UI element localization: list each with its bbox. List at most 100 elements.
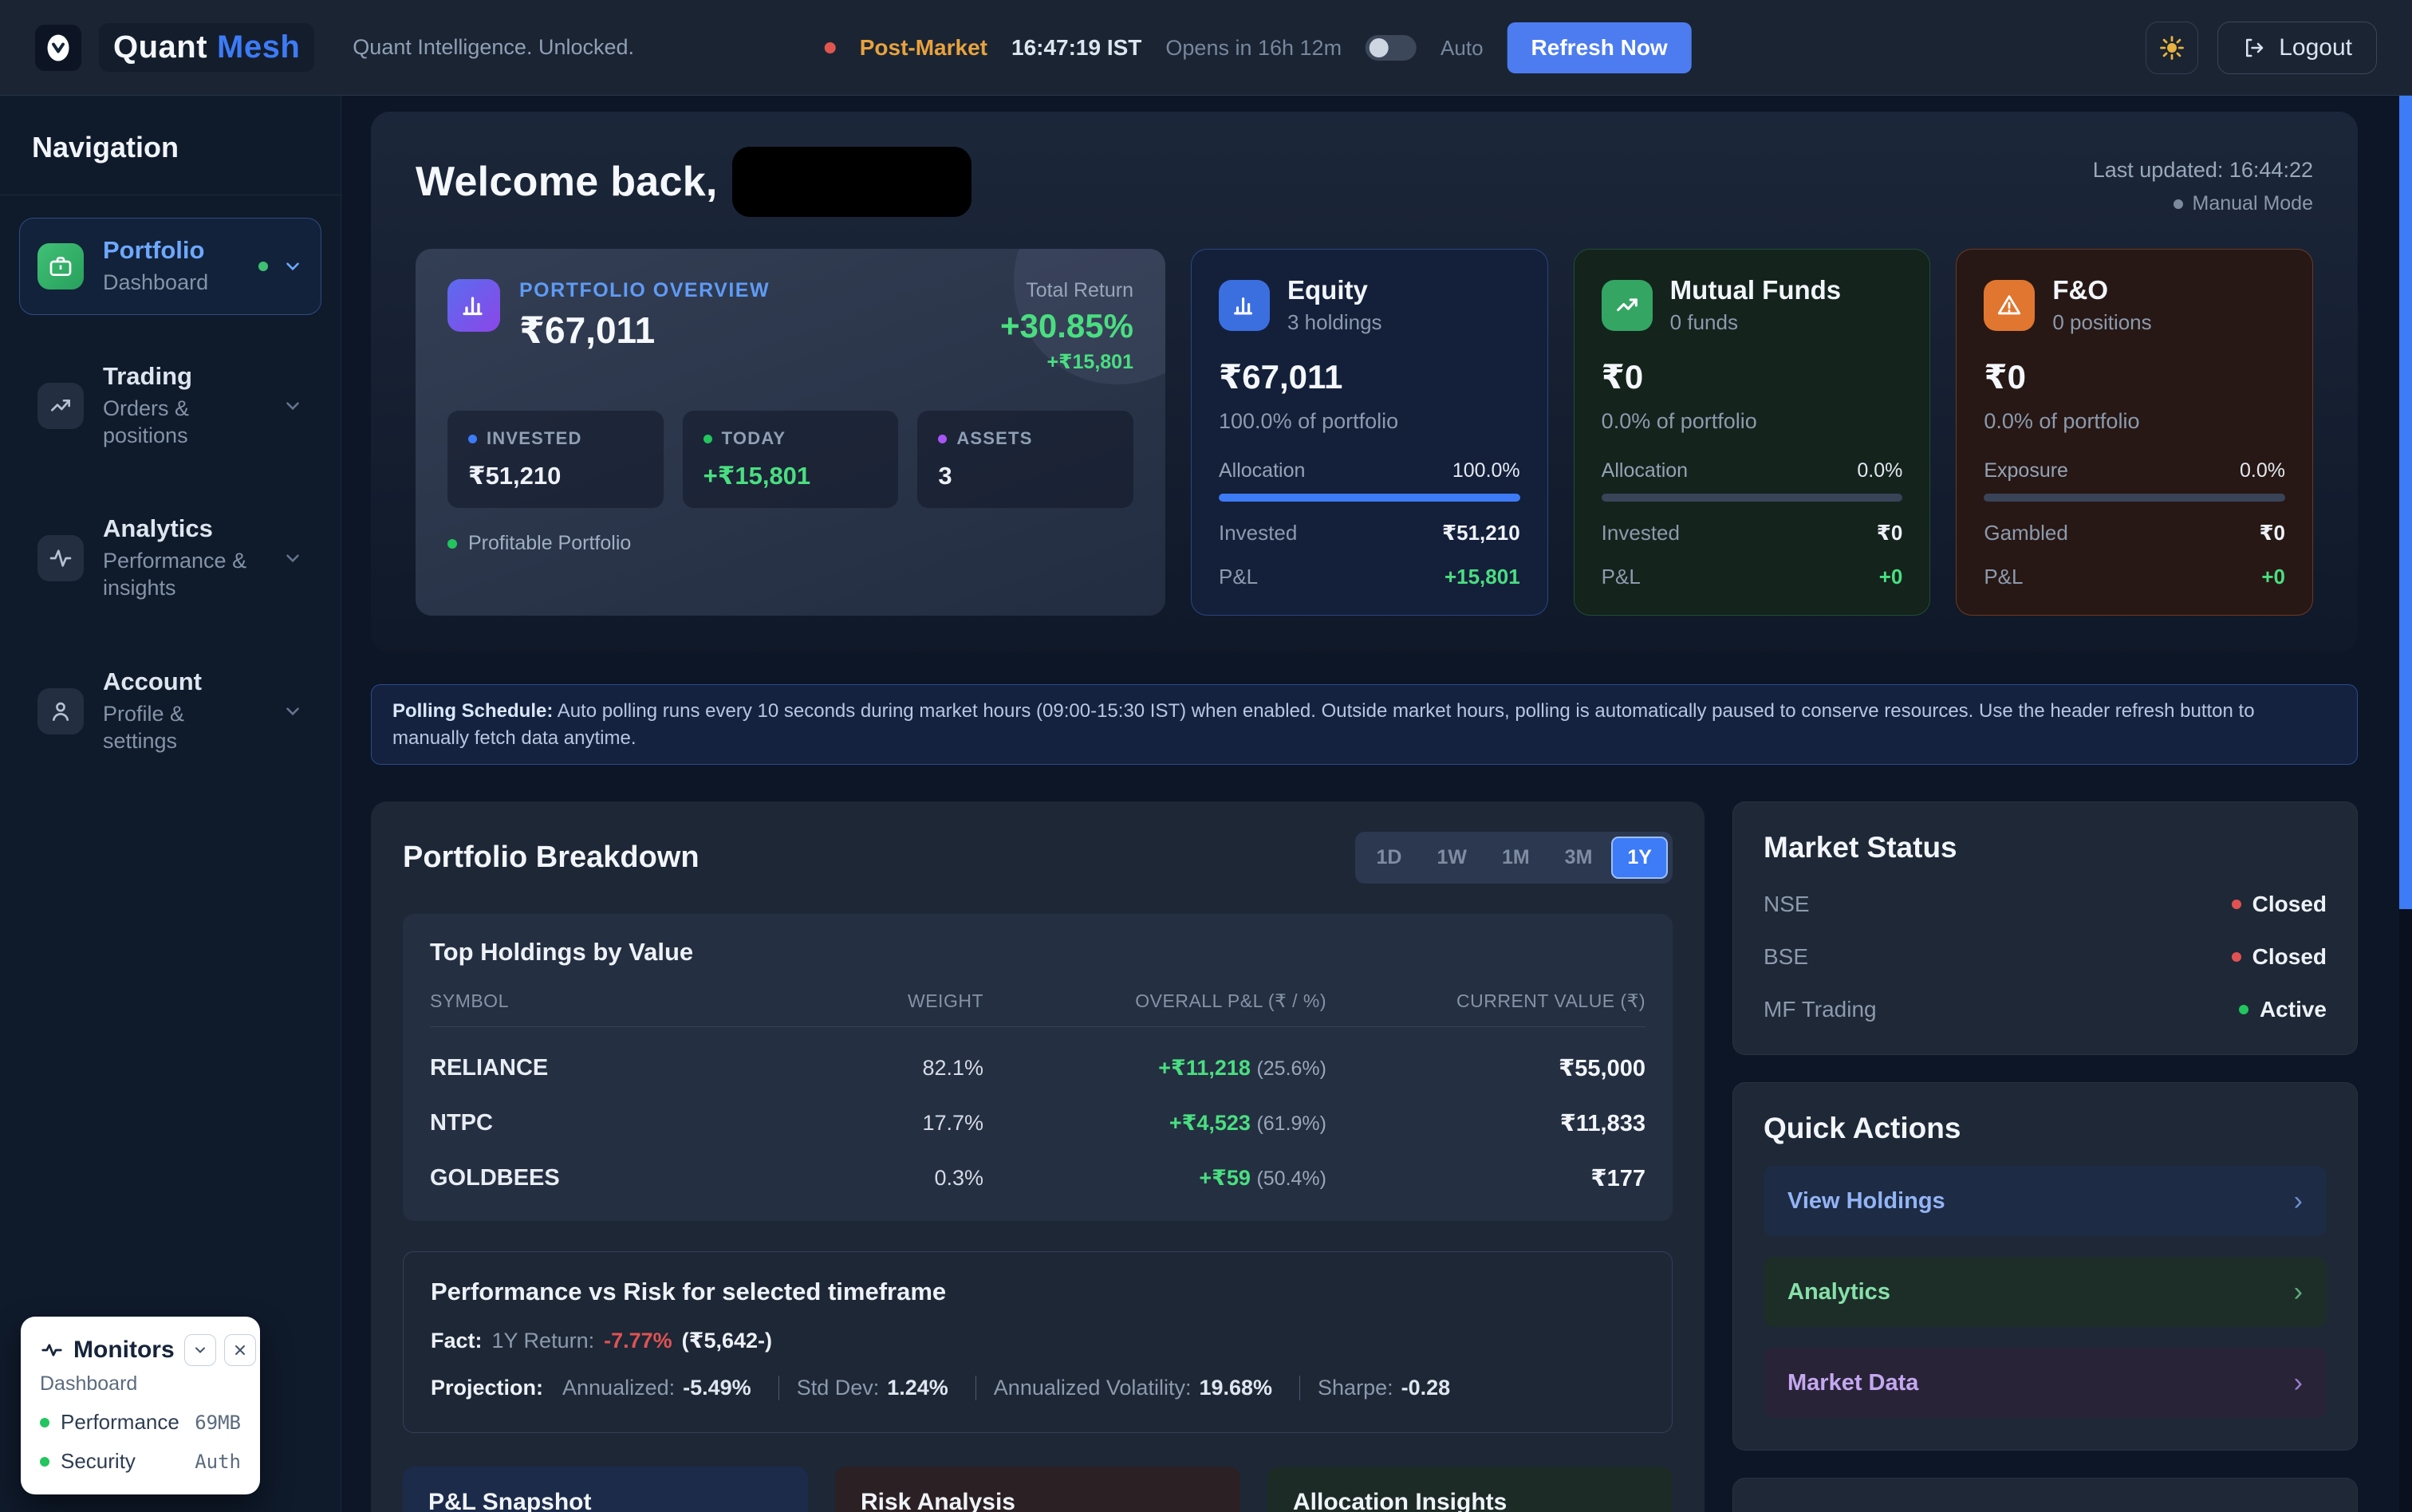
holding-pnl: +₹11,218 (1158, 1056, 1251, 1081)
metric-label: Annualized: (562, 1376, 676, 1400)
timeframe-1w[interactable]: 1W (1437, 846, 1467, 869)
total-return: Total Return +30.85% +₹15,801 (1000, 279, 1133, 374)
table-row[interactable]: GOLDBEES 0.3% +₹59 (50.4%) ₹177 (430, 1137, 1645, 1192)
holding-weight: 17.7% (922, 1111, 983, 1136)
brand-primary: Quant (113, 30, 208, 65)
timeframe-3m[interactable]: 3M (1564, 846, 1593, 869)
action-label: Analytics (1787, 1278, 1890, 1305)
stat-label: TODAY (721, 428, 786, 448)
col-symbol: SYMBOL (430, 990, 509, 1012)
monitor-value: 69MB (195, 1411, 241, 1434)
refresh-now-button[interactable]: Refresh Now (1507, 22, 1692, 73)
market-row-nse: NSE Closed (1764, 892, 2327, 917)
stat-assets: ASSETS 3 (917, 411, 1134, 508)
mode-indicator: Manual Mode (2093, 192, 2313, 215)
header: Quant Mesh Quant Intelligence. Unlocked.… (0, 0, 2412, 96)
table-row[interactable]: RELIANCE 82.1% +₹11,218 (25.6%) ₹55,000 (430, 1027, 1645, 1082)
market-row-mf-trading: MF Trading Active (1764, 997, 2327, 1022)
monitors-widget: Monitors Dashboard Performance 69MB Secu… (21, 1317, 260, 1494)
holding-pnl: +₹59 (1199, 1166, 1251, 1191)
close-button[interactable] (223, 1334, 256, 1366)
metric-value: -0.28 (1401, 1376, 1451, 1400)
asset-share: 0.0% of portfolio (1601, 409, 1757, 433)
exposure-bar (1984, 494, 2286, 502)
update-info: Last updated: 16:44:22 Manual Mode (2093, 147, 2313, 215)
metric-label: Std Dev: (796, 1376, 880, 1400)
chevron-down-icon (192, 1342, 208, 1358)
row-value: ₹0 (1876, 521, 1903, 545)
theme-toggle-button[interactable] (2146, 21, 2199, 74)
sidebar-item-title: Trading (103, 361, 192, 390)
holding-weight: 0.3% (934, 1166, 983, 1191)
card-title: Market Status (1764, 831, 1957, 864)
table-row[interactable]: NTPC 17.7% +₹4,523 (61.9%) ₹11,833 (430, 1082, 1645, 1137)
chevron-right-icon: › (2293, 1277, 2303, 1308)
activity-icon (37, 535, 84, 581)
sidebar-item-portfolio[interactable]: Portfolio Dashboard (19, 218, 321, 315)
bar-chart-icon (1219, 279, 1270, 331)
row-label: Gambled (1984, 521, 2068, 545)
main-content: Welcome back, Last updated: 16:44:22 Man… (341, 96, 2399, 1512)
row-value: +0 (1878, 565, 1903, 589)
mode-dot (2173, 199, 2183, 209)
monitors-title: Monitors (73, 1337, 175, 1363)
quick-action-view-holdings[interactable]: View Holdings › (1764, 1166, 2327, 1237)
card-title: Portfolio Insights (1764, 1507, 2327, 1512)
sidebar-item-account[interactable]: Account Profile & settings (19, 649, 321, 774)
timeframe-1y[interactable]: 1Y (1611, 837, 1668, 880)
asset-title: Equity (1287, 275, 1368, 305)
sidebar-item-analytics[interactable]: Analytics Performance & insights (19, 496, 321, 620)
logout-button[interactable]: Logout (2217, 21, 2377, 74)
mutual-funds-card: Mutual Funds 0 funds ₹0 0.0% of portfoli… (1573, 249, 1931, 616)
fact-metric: 1Y Return: (491, 1329, 595, 1353)
overview-label: PORTFOLIO OVERVIEW (519, 279, 770, 301)
assets-dot (938, 434, 948, 443)
health-dot (447, 538, 457, 549)
minimize-button[interactable] (183, 1334, 216, 1366)
holding-symbol: RELIANCE (430, 1055, 549, 1081)
market-opens-in: Opens in 16h 12m (1165, 35, 1342, 60)
asset-subtitle: 0 positions (2052, 310, 2152, 334)
stat-today: TODAY +₹15,801 (682, 411, 899, 508)
sidebar-item-trading[interactable]: Trading Orders & positions (19, 344, 321, 468)
monitor-row-security: Security Auth (40, 1449, 241, 1474)
timeframe-1d[interactable]: 1D (1376, 846, 1402, 869)
chevron-down-icon (282, 548, 303, 569)
market-phase-label: Post-Market (859, 35, 987, 60)
invested-dot (468, 434, 477, 443)
perf-title: Performance vs Risk for selected timefra… (431, 1278, 947, 1306)
close-icon (232, 1342, 248, 1358)
last-updated: Last updated: 16:44:22 (2092, 158, 2313, 182)
page-scrollbar[interactable] (2399, 0, 2412, 1512)
bar-chart-icon (447, 279, 500, 332)
metric-value: 1.24% (887, 1376, 948, 1400)
brand-name: Quant Mesh (99, 23, 315, 72)
stat-value: 3 (938, 462, 952, 490)
fact-value: -7.77% (604, 1329, 672, 1353)
holding-symbol: GOLDBEES (430, 1165, 560, 1191)
status-dot (40, 1417, 49, 1427)
header-actions: Logout (2146, 21, 2377, 74)
sidebar-item-subtitle: Orders & positions (103, 396, 190, 447)
market-row-bse: BSE Closed (1764, 944, 2327, 970)
timeframe-1m[interactable]: 1M (1501, 846, 1530, 869)
hero-section: Welcome back, Last updated: 16:44:22 Man… (371, 112, 2358, 652)
market-phase-dot (824, 42, 836, 53)
bar-pct: 0.0% (2240, 459, 2286, 482)
asset-value: ₹67,011 (1219, 358, 1343, 396)
holding-value: ₹177 (1590, 1166, 1645, 1192)
auto-poll-toggle[interactable] (1366, 35, 1417, 61)
brand-tagline: Quant Intelligence. Unlocked. (353, 35, 635, 59)
trend-up-icon (37, 382, 84, 429)
stat-invested: INVESTED ₹51,210 (447, 411, 664, 508)
overview-value: ₹67,011 (519, 309, 656, 351)
quick-action-market-data[interactable]: Market Data › (1764, 1348, 2327, 1419)
quick-action-analytics[interactable]: Analytics › (1764, 1257, 2327, 1328)
market-status-card: Market Status NSE Closed BSE Closed MF T… (1732, 801, 2358, 1056)
status-dot (40, 1456, 49, 1467)
projection-label: Projection: (431, 1376, 544, 1400)
trend-up-icon (1601, 279, 1653, 331)
scrollbar-thumb[interactable] (2399, 0, 2412, 909)
total-return-amount: +₹15,801 (1046, 351, 1133, 373)
